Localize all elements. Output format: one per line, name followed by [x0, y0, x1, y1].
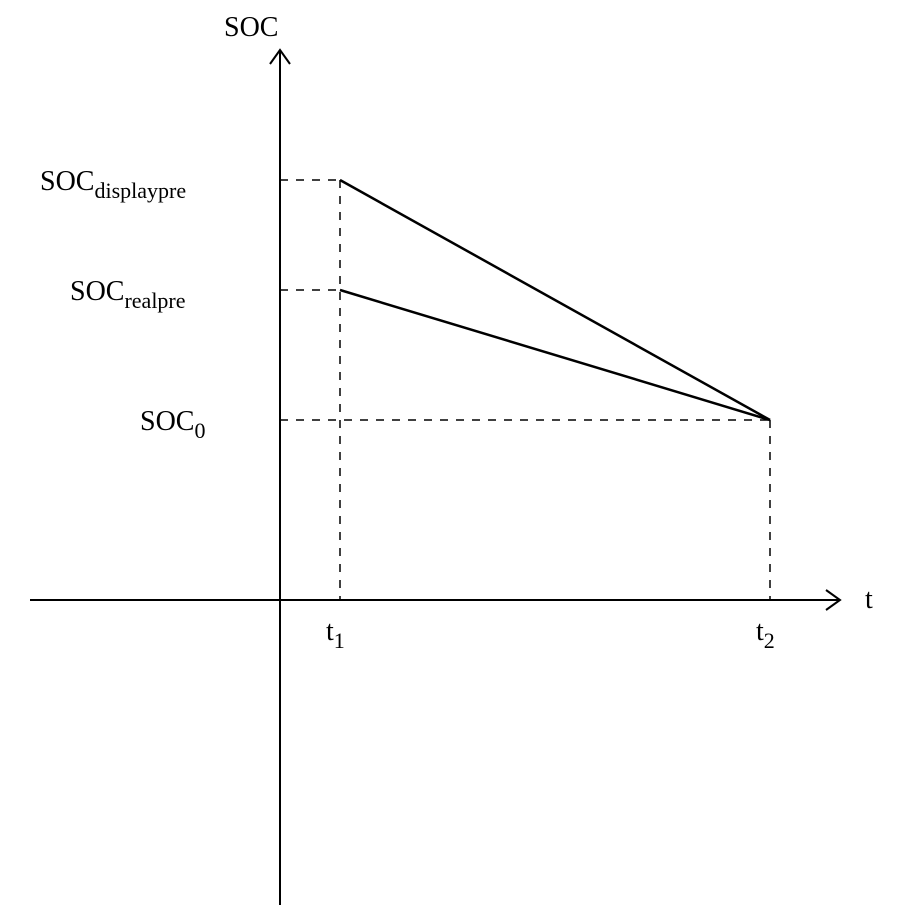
label-soc-displaypre-main: SOC [40, 166, 94, 197]
label-t1: t1 [326, 616, 345, 653]
display-line [340, 180, 770, 420]
x-axis-label: t [865, 584, 873, 615]
label-soc-displaypre-sub: displaypre [94, 178, 186, 203]
label-t2-sub: 2 [764, 628, 775, 653]
guide-lines [280, 180, 770, 600]
label-soc-0-main: SOC [140, 406, 194, 437]
data-lines [340, 180, 770, 420]
label-soc-realpre: SOCrealpre [70, 276, 186, 313]
real-line [340, 290, 770, 420]
label-t2: t2 [756, 616, 775, 653]
label-soc-realpre-main: SOC [70, 276, 124, 307]
y-axis-label: SOC [224, 12, 278, 43]
label-soc-realpre-sub: realpre [124, 288, 185, 313]
label-t1-sub: 1 [334, 628, 345, 653]
label-soc-displaypre: SOCdisplaypre [40, 166, 186, 203]
soc-diagram: SOC t SOCdisplaypre SOCrealpre SOC0 t1 t… [0, 0, 900, 921]
label-soc-0-sub: 0 [194, 418, 205, 443]
label-soc-0: SOC0 [140, 406, 205, 443]
